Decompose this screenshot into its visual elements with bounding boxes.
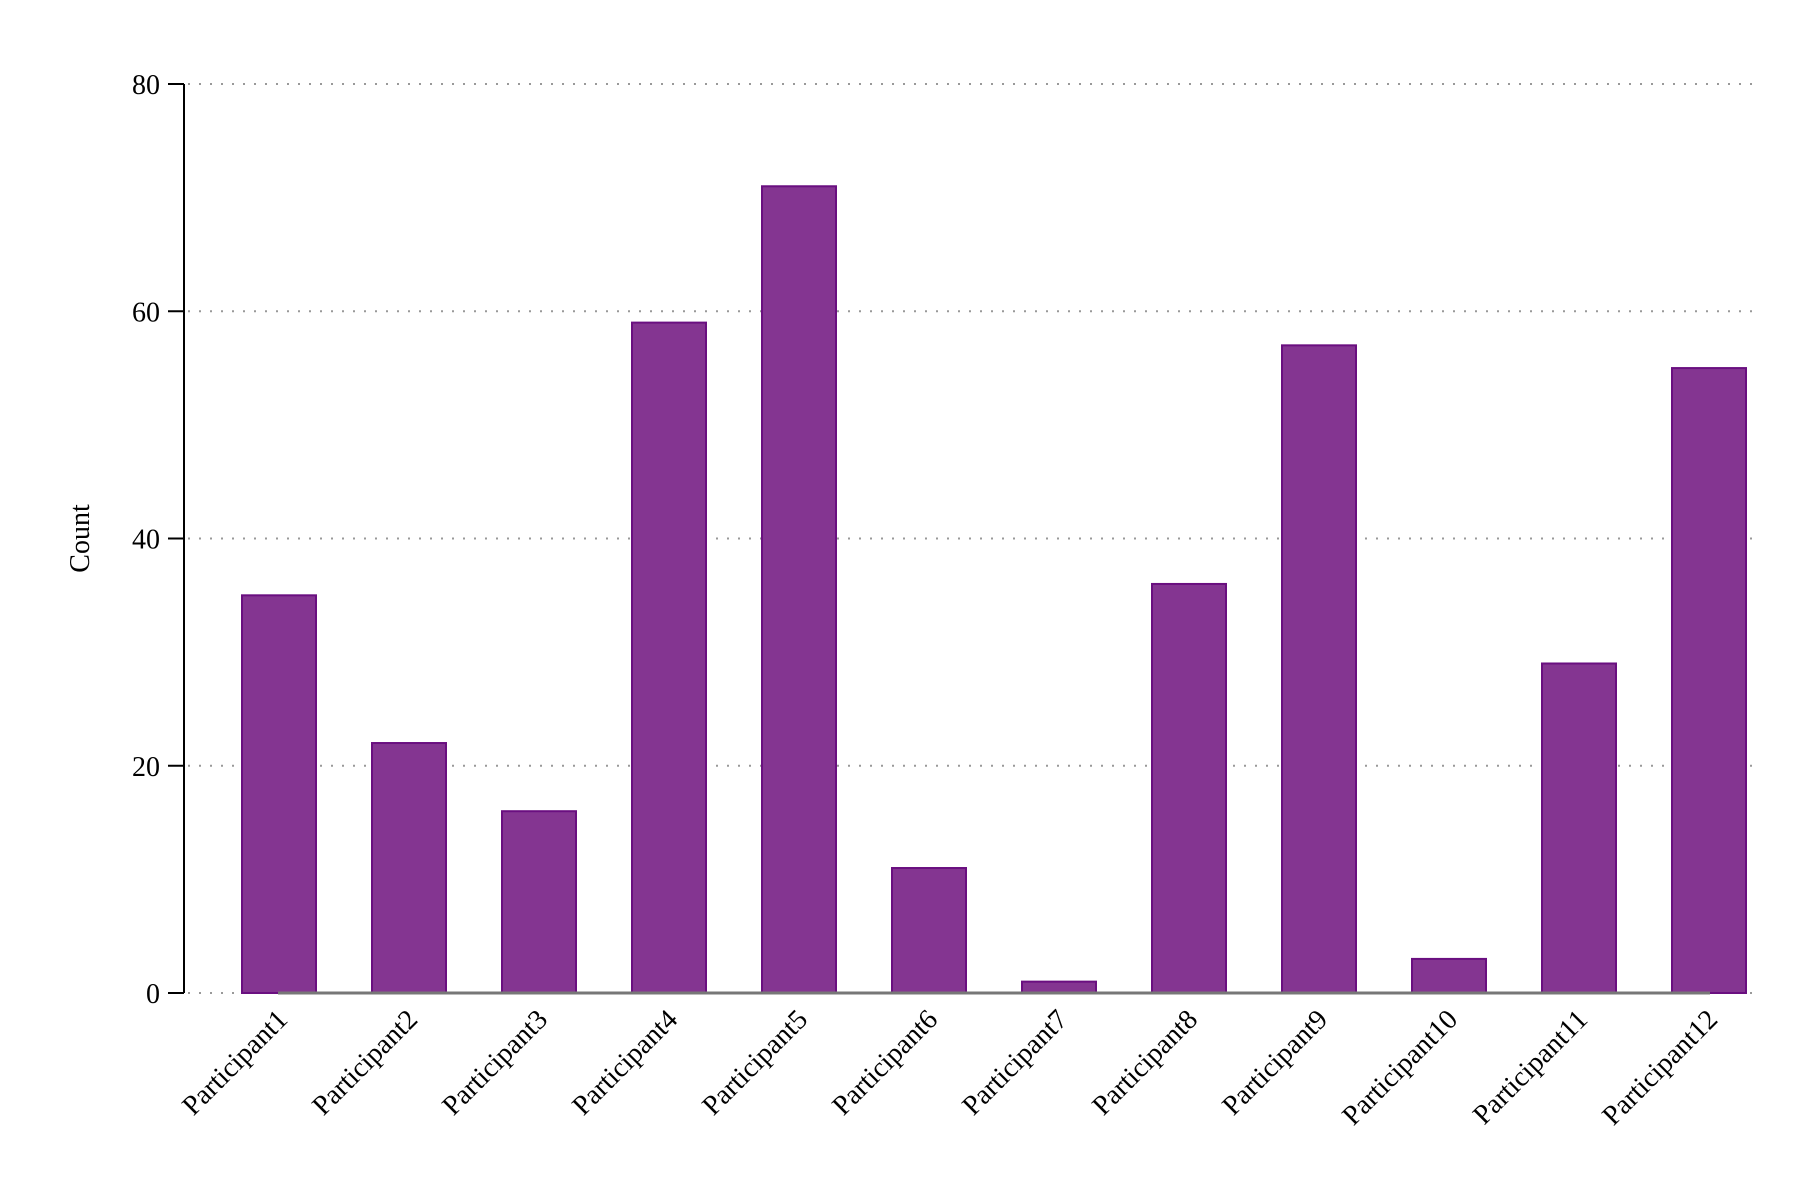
x-tick-label: Participant3	[436, 1004, 554, 1122]
x-axis: Participant1 Participant2 Participant3 Part…	[176, 991, 1724, 1132]
bars	[241, 185, 1747, 995]
y-tick-label: 40	[132, 525, 160, 556]
x-tick-label: Participant1	[176, 1004, 294, 1122]
bar-participant10	[1411, 957, 1487, 994]
x-tick-label: Participant5	[696, 1004, 814, 1122]
x-tick-label: Participant8	[1086, 1004, 1204, 1122]
x-tick-label: Participant12	[1596, 1004, 1723, 1131]
x-tick-label: Participant7	[956, 1004, 1074, 1122]
bar-participant11	[1541, 662, 1617, 994]
y-tick-label: 80	[132, 70, 160, 101]
bar-participant4	[631, 321, 707, 994]
y-axis-title: Count	[65, 504, 96, 573]
x-tick-label: Participant9	[1216, 1004, 1334, 1122]
bar-participant9	[1281, 344, 1357, 994]
x-tick-label: Participant4	[566, 1004, 684, 1122]
y-axis: 0 20 40 60 80	[132, 70, 185, 1010]
x-tick-label: Participant6	[826, 1004, 944, 1122]
bar-participant5	[761, 185, 837, 994]
bar-participant6	[891, 867, 967, 995]
y-tick-label: 0	[146, 979, 160, 1010]
bar-participant12	[1671, 367, 1747, 994]
y-tick-label: 60	[132, 297, 160, 328]
bar-participant2	[371, 742, 447, 995]
x-tick-label: Participant10	[1336, 1004, 1463, 1131]
y-tick-label: 20	[132, 752, 160, 783]
bar-participant3	[501, 810, 577, 995]
x-tick-label: Participant11	[1467, 1004, 1594, 1131]
bar-participant8	[1151, 582, 1227, 994]
bar-participant1	[241, 594, 317, 994]
x-tick-label: Participant2	[306, 1004, 424, 1122]
bar-participant7	[1021, 980, 1097, 995]
